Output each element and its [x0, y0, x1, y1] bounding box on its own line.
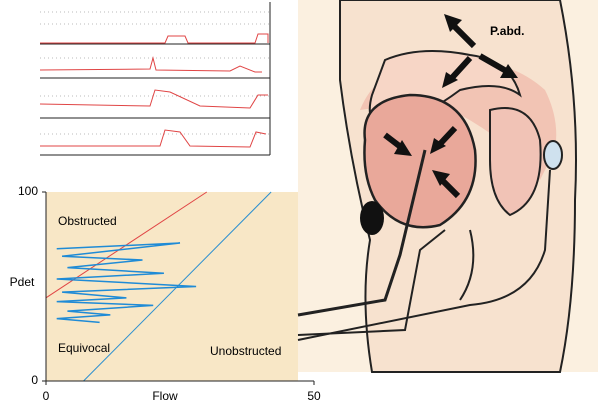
- plot-area: [46, 192, 298, 381]
- chart: [45, 191, 272, 382]
- illustration: P.abd.: [297, 0, 598, 373]
- x-tick-label: 50: [307, 389, 321, 403]
- y-tick-label: 100: [18, 184, 38, 198]
- annotation: Obstructed: [58, 214, 117, 228]
- traces: [39, 2, 271, 156]
- annotation: Unobstructed: [210, 344, 281, 358]
- pressure-label: P.abd.: [490, 24, 524, 38]
- line: [56, 242, 197, 324]
- y-tick-label: 0: [31, 373, 38, 387]
- line: [83, 191, 272, 382]
- annotation: Equivocal: [58, 341, 110, 355]
- y-axis-label: Pdet: [10, 275, 35, 289]
- x-tick-label: 0: [43, 389, 50, 403]
- x-axis-label: Flow: [152, 389, 178, 403]
